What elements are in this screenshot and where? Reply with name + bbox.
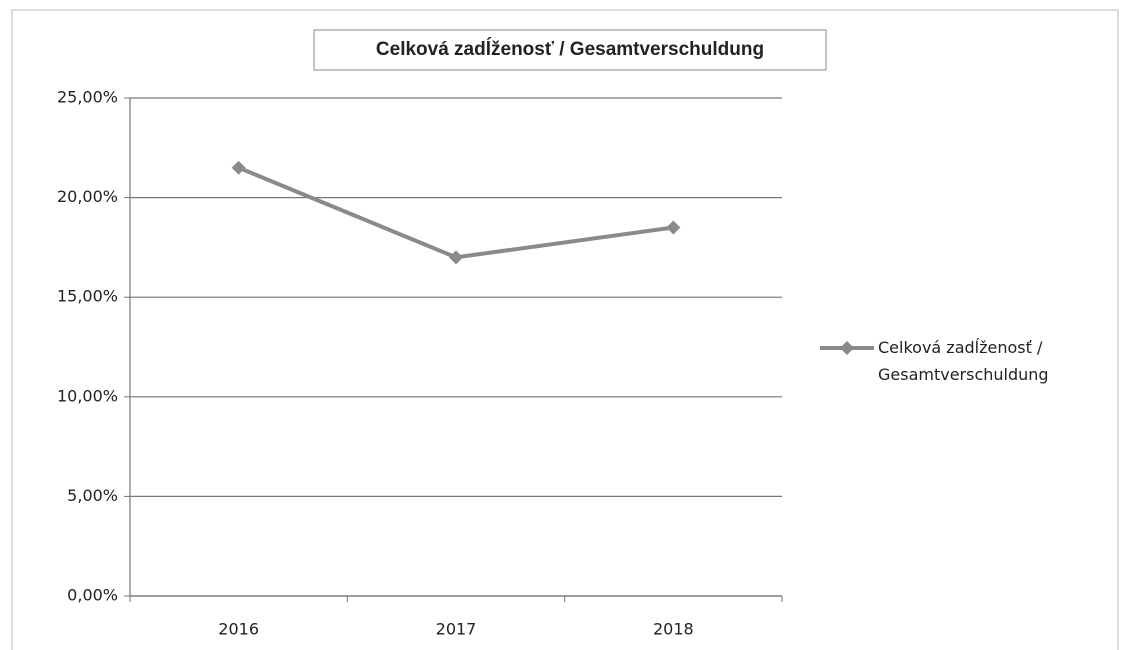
series-line	[237, 165, 674, 260]
legend-label: Celková zadĺženosť / Gesamtverschuldung	[878, 338, 1049, 384]
point-marker	[231, 160, 246, 175]
y-tick-label: 0,00%	[67, 586, 118, 605]
point-marker	[666, 220, 681, 235]
point-marker	[449, 250, 463, 265]
y-tick-label: 10,00%	[57, 386, 118, 405]
title-box	[313, 29, 827, 71]
y-tick-label: 15,00%	[57, 287, 118, 306]
x-tick-label: 2018	[653, 620, 694, 639]
y-tick-label: 5,00%	[67, 486, 118, 505]
y-tick-label: 20,00%	[57, 187, 118, 206]
chart-border	[11, 9, 1119, 650]
y-tick-label: 25,00%	[57, 88, 118, 107]
x-tick-label: 2017	[436, 620, 477, 639]
x-tick-label: 2016	[218, 620, 259, 639]
legend-marker	[840, 341, 854, 355]
chart-title: Celková zadĺženosť / Gesamtverschuldung	[376, 38, 764, 60]
